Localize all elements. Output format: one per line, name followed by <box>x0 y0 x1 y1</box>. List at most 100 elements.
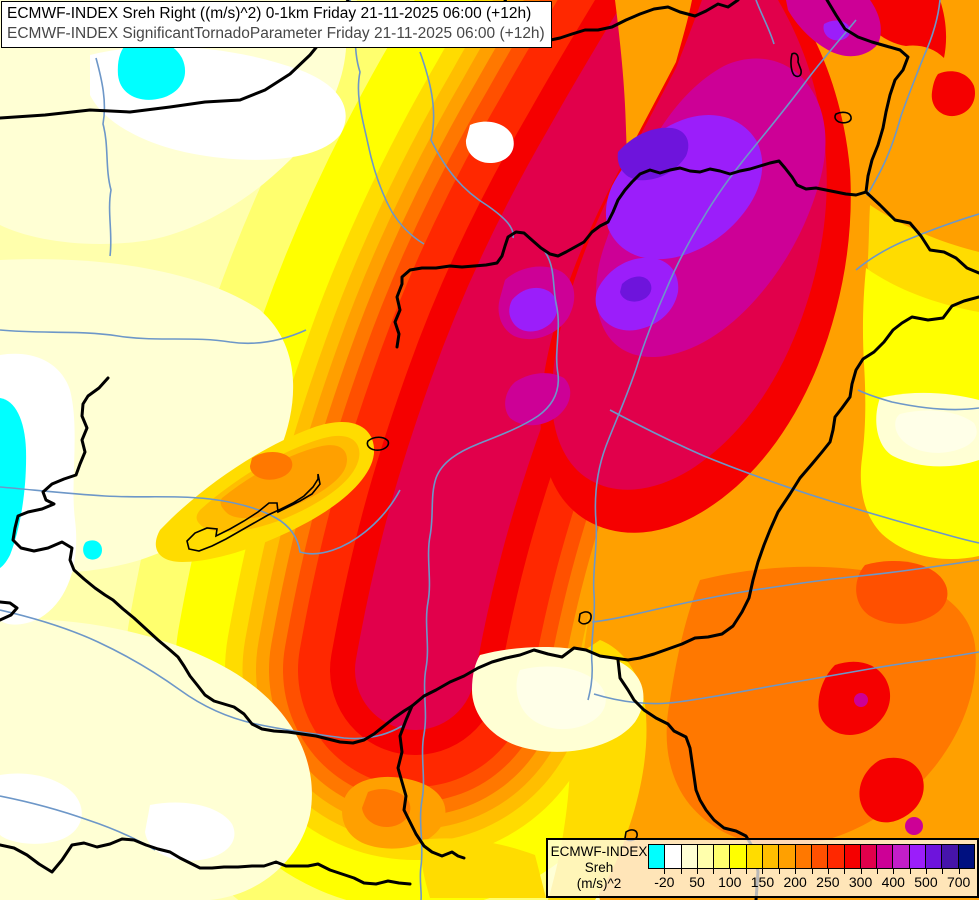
river-koros-lower <box>591 559 979 623</box>
contour-cyan-west-dot <box>83 540 102 560</box>
legend-swatch-9 <box>794 844 812 869</box>
legend-units: (m/s)^2 <box>576 876 622 891</box>
legend-parameter: Sreh <box>584 860 614 875</box>
river-east-1 <box>855 213 979 271</box>
legend-tick-label: 700 <box>946 874 971 890</box>
contour-orange-balaton <box>220 445 347 519</box>
river-vah <box>349 0 425 245</box>
legend-swatch-18 <box>941 844 959 869</box>
contour-deep-orange-bottom-spot <box>362 789 411 828</box>
river-maros <box>593 651 979 705</box>
title-line-2: ECMWF-INDEX SignificantTornadoParameter … <box>7 25 545 42</box>
legend-swatch-12 <box>843 844 861 869</box>
legend-tick-mark <box>795 869 797 874</box>
legend-tick-label: 100 <box>718 874 742 890</box>
border-west-stub <box>0 600 19 622</box>
border-danube-south <box>396 704 466 860</box>
legend-colorbar <box>648 844 975 869</box>
contour-dark-violet-south <box>620 276 652 302</box>
legend-tick-label: 500 <box>914 874 938 890</box>
legend-swatch-11 <box>827 844 845 869</box>
small-outline-2 <box>790 52 802 78</box>
lake-velence <box>366 436 390 451</box>
river-drava <box>0 609 403 740</box>
river-northeast-small <box>755 0 775 45</box>
border-slovakia-hungary <box>393 159 868 349</box>
contour-deep-orange-balaton-spot <box>250 452 293 480</box>
contour-magenta-dot-southeast-2 <box>905 817 923 835</box>
legend-swatch-19 <box>957 844 975 869</box>
contour-magenta-central-lower <box>505 373 571 426</box>
legend-tick-mark <box>942 869 944 874</box>
river-northwest-stream <box>95 57 112 257</box>
legend-tick-mark <box>713 869 715 874</box>
legend-tick-mark <box>811 869 813 874</box>
contour-violet-west <box>509 287 558 332</box>
contour-white-east <box>895 410 977 453</box>
legend-tick-mark <box>729 869 731 874</box>
legend-swatch-1 <box>664 844 682 869</box>
contour-red-right-edge <box>931 71 976 117</box>
legend-ticks: -20 50 100 150 200 250 300 400 500 700 <box>648 869 975 895</box>
legend-tick-label: -20 <box>654 874 675 890</box>
legend-tick-label: 250 <box>816 874 840 890</box>
legend-tick-mark <box>827 869 829 874</box>
legend-swatch-16 <box>908 844 927 869</box>
title-box: ECMWF-INDEX Sreh Right ((m/s)^2) 0-1km F… <box>1 1 552 48</box>
legend-tick-label: 50 <box>689 874 705 890</box>
title-line-1: ECMWF-INDEX Sreh Right ((m/s)^2) 0-1km F… <box>7 5 532 22</box>
legend-swatch-7 <box>762 844 780 869</box>
legend-tick-mark <box>925 869 927 874</box>
border-east <box>410 0 979 708</box>
legend-tick-mark <box>680 869 682 874</box>
legend-swatch-8 <box>778 844 796 869</box>
lake-balaton <box>186 473 321 552</box>
legend-tick-mark <box>746 869 748 874</box>
lakes <box>186 52 852 842</box>
contour-white-bottom-center <box>516 666 606 730</box>
legend-tick-label: 150 <box>750 874 775 890</box>
legend-swatch-15 <box>892 844 910 869</box>
legend-tick-label: 400 <box>881 874 905 890</box>
small-outline-1 <box>578 611 592 625</box>
legend-tick-mark <box>860 869 862 874</box>
legend-tick-mark <box>697 869 699 874</box>
contour-magenta-dot-southeast-1 <box>854 693 868 707</box>
contour-cyan-west-strip <box>0 398 27 568</box>
legend-swatch-3 <box>696 844 715 869</box>
contour-orange-red-southeast-1 <box>856 560 948 624</box>
legend-tick-mark <box>958 869 960 874</box>
small-outline-3 <box>834 111 852 124</box>
legend-swatch-17 <box>925 844 943 869</box>
river-east-2 <box>857 389 979 411</box>
contour-orange-top-right-corner <box>950 0 979 26</box>
contour-cyan-northwest <box>117 38 186 100</box>
border-sava <box>0 837 412 886</box>
legend-swatch-5 <box>729 844 747 869</box>
legend-text: ECMWF-INDEX Sreh (m/s)^2 <box>550 844 648 892</box>
legend-swatch-13 <box>859 844 878 869</box>
legend-swatch-4 <box>713 844 731 869</box>
river-northeast-border <box>866 0 941 197</box>
river-danube-north <box>419 51 514 239</box>
river-raba <box>0 329 307 345</box>
legend-swatch-6 <box>745 844 764 869</box>
border-west-drava <box>11 376 414 745</box>
contour-white-southwest-2 <box>145 802 235 861</box>
legend-tick-label: 200 <box>783 874 807 890</box>
river-koros-upper <box>609 409 979 544</box>
legend-tick-mark <box>876 869 878 874</box>
contour-dark-violet-core <box>617 127 689 181</box>
legend-tick-mark <box>844 869 846 874</box>
river-tisza <box>587 19 857 701</box>
legend-tick-mark <box>893 869 895 874</box>
legend: ECMWF-INDEX Sreh (m/s)^2 -20 50 100 150 200 2… <box>546 838 979 898</box>
legend-tick-mark <box>778 869 780 874</box>
contour-white-top-center <box>465 121 514 164</box>
legend-swatch-10 <box>810 844 829 869</box>
legend-swatch-0 <box>648 844 666 869</box>
